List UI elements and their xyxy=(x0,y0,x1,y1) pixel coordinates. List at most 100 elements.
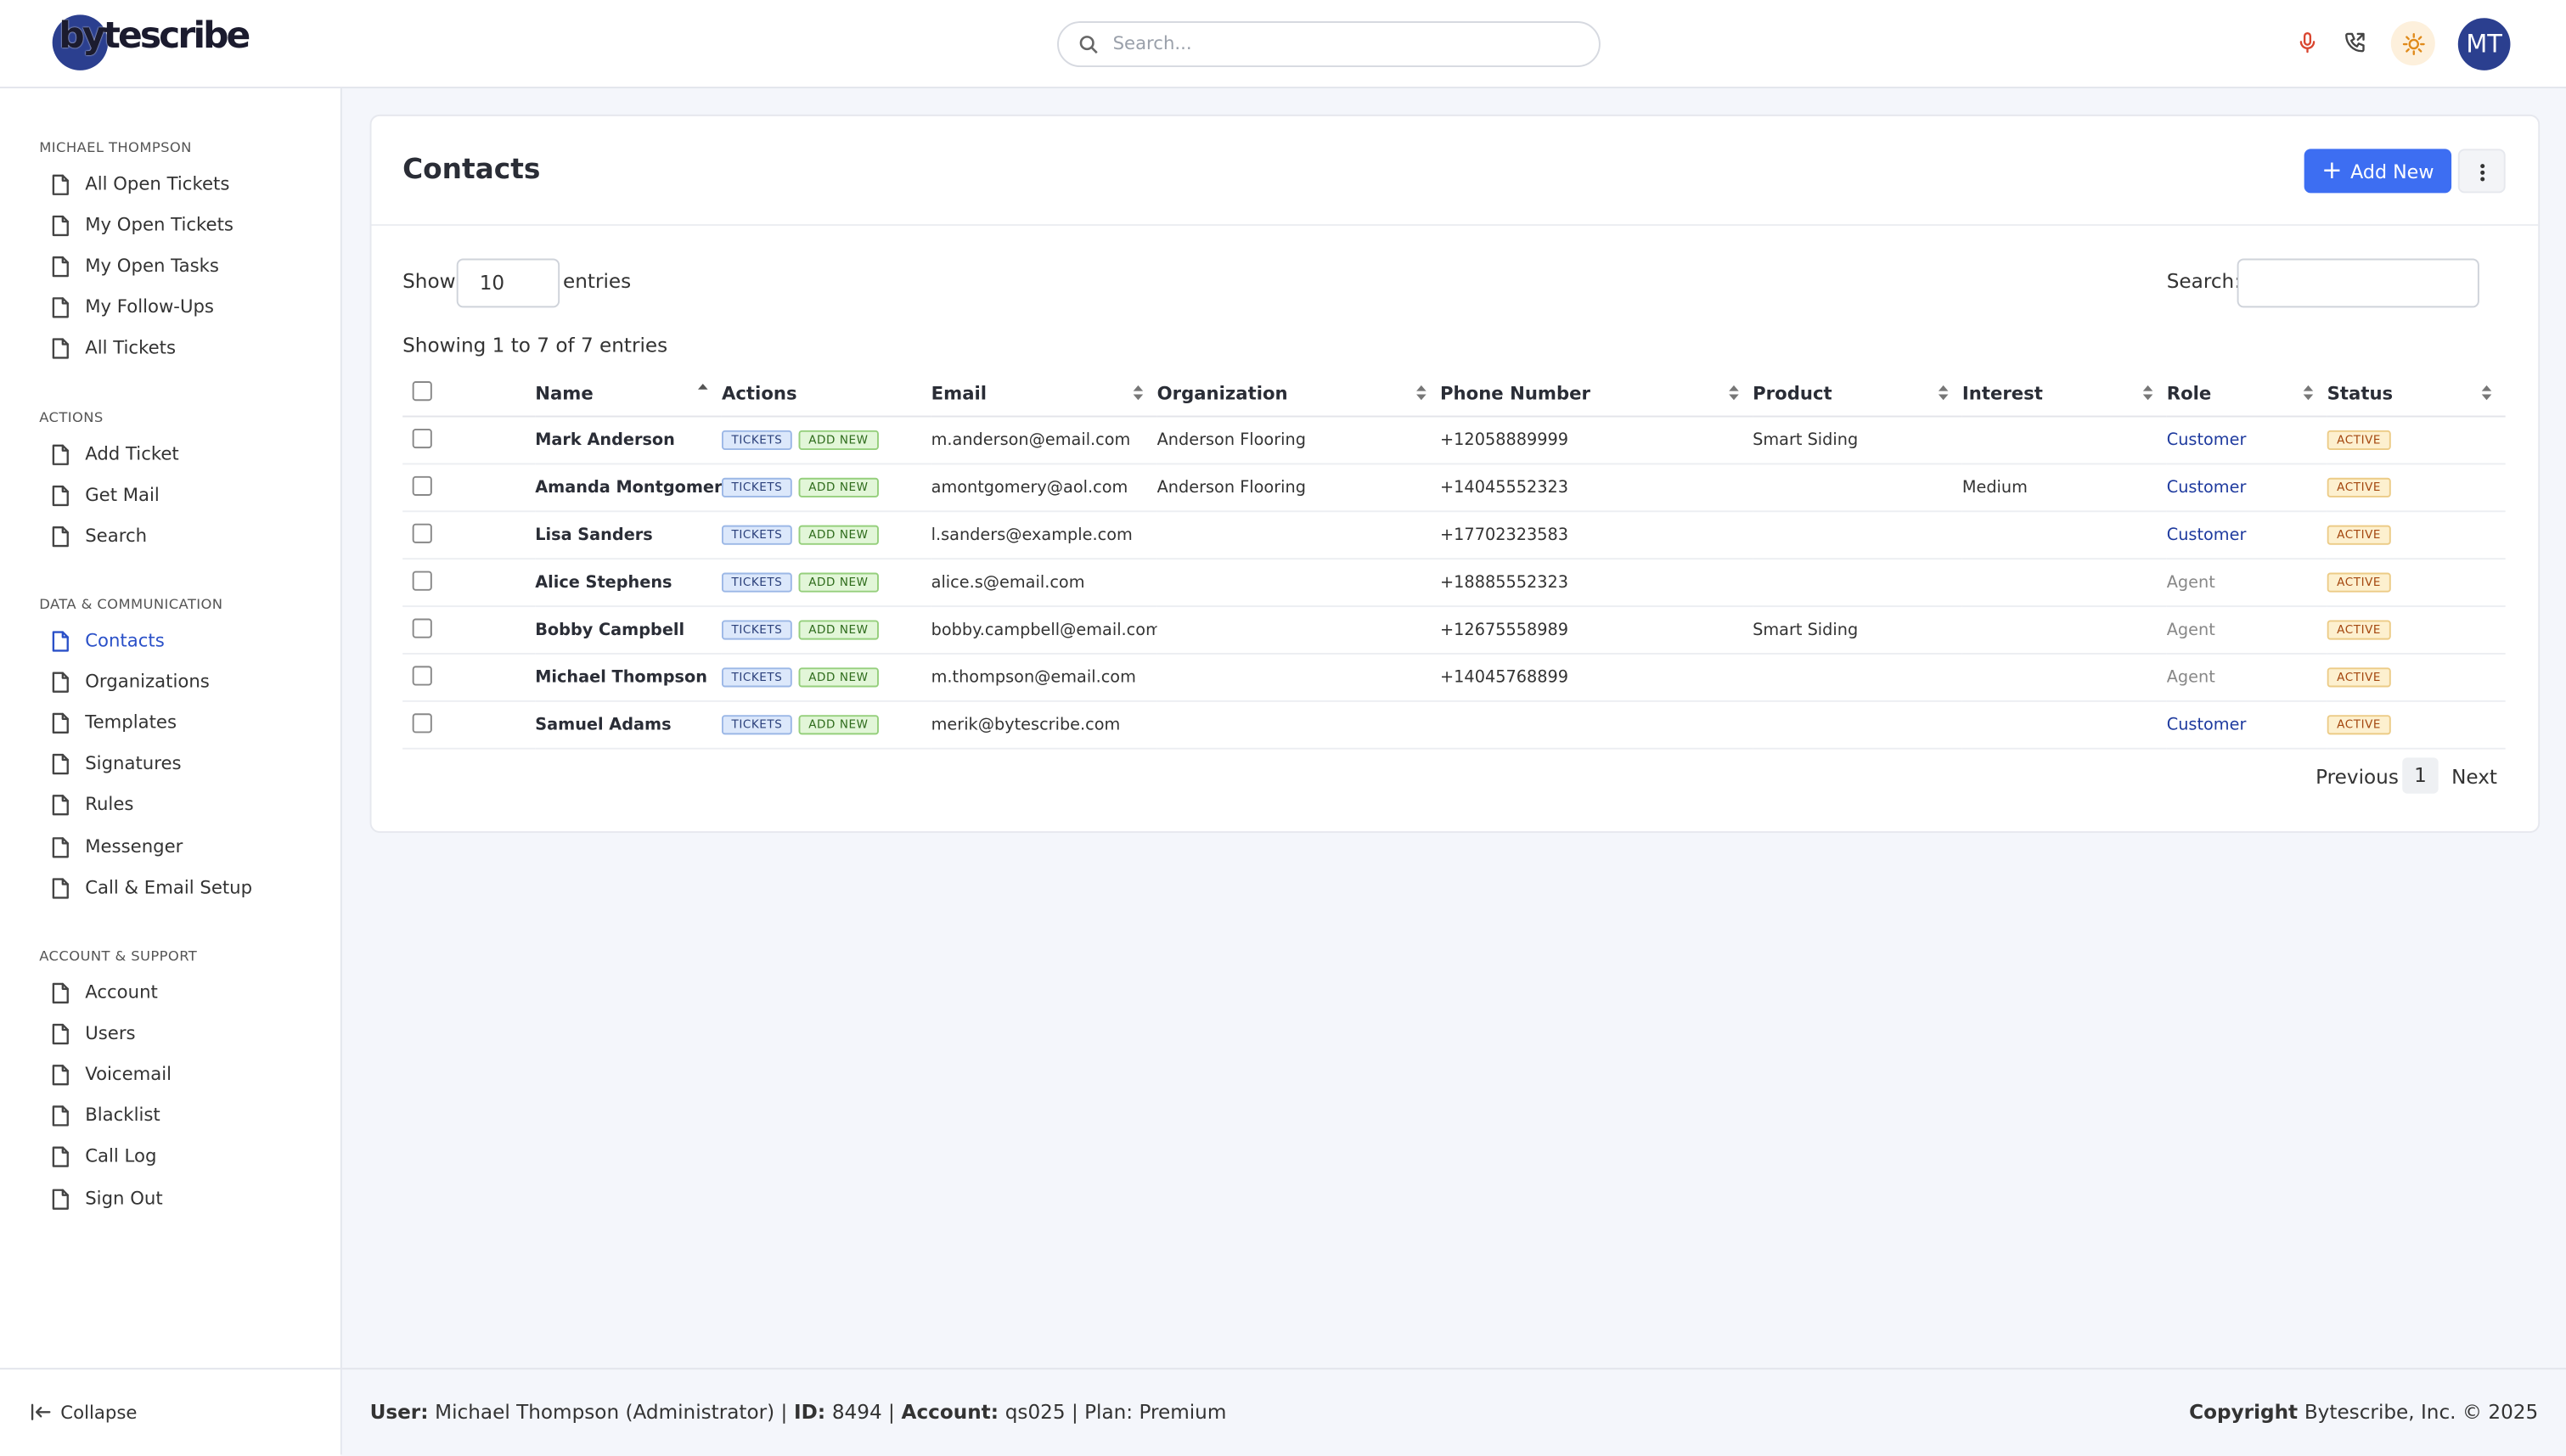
table-body: Mark Anderson TICKETS ADD NEW m.anderson@em… xyxy=(402,416,2506,750)
role-label: Customer xyxy=(2166,526,2247,544)
action-badge[interactable]: ADD NEW xyxy=(798,525,879,545)
footer-text: Michael Thompson (Administrator) | xyxy=(435,1400,788,1424)
add-new-button[interactable]: + Add New xyxy=(2304,149,2452,194)
status-cell: ACTIVE xyxy=(2327,700,2506,750)
status-cell: ACTIVE xyxy=(2327,606,2506,655)
sidebar-footer: Collapse xyxy=(0,1368,340,1456)
role-label: Customer xyxy=(2166,716,2247,734)
checkbox[interactable] xyxy=(412,380,432,401)
action-badge[interactable]: ADD NEW xyxy=(798,620,879,640)
email-cell: bobby.campbell@email.com xyxy=(931,606,1157,655)
footer-info: User: Michael Thompson (Administrator) | I… xyxy=(370,1401,1234,1424)
action-badge[interactable]: TICKETS xyxy=(721,430,792,451)
column-header[interactable]: Name xyxy=(535,369,722,418)
nav-label: My Follow-Ups xyxy=(85,296,214,318)
actions-cell: TICKETS ADD NEW xyxy=(721,511,931,560)
status-cell: ACTIVE xyxy=(2327,464,2506,513)
column-label: Actions xyxy=(721,382,797,404)
footer-text: Account: xyxy=(901,1400,999,1424)
action-badge[interactable]: TICKETS xyxy=(721,620,792,640)
action-badge[interactable]: TICKETS xyxy=(721,715,792,735)
entries-select[interactable]: 10 xyxy=(456,258,560,308)
action-badge[interactable]: TICKETS xyxy=(721,572,792,593)
interest-cell xyxy=(1961,700,2167,750)
email: l.sanders@example.com xyxy=(931,526,1133,544)
column-header[interactable]: Phone Number xyxy=(1440,369,1753,418)
more-button[interactable] xyxy=(2457,149,2506,194)
section-title: ACCOUNT & SUPPORT xyxy=(39,948,198,966)
call-button[interactable] xyxy=(2344,31,2366,59)
email-cell: m.anderson@email.com xyxy=(931,416,1157,465)
interest-cell: Medium xyxy=(1961,464,2167,513)
contact-row: Mark Anderson TICKETS ADD NEW m.anderson@em… xyxy=(402,416,2506,465)
action-badge[interactable]: TICKETS xyxy=(721,667,792,688)
row-select xyxy=(402,464,536,513)
previous-button[interactable]: Previous xyxy=(2316,765,2399,789)
column-label: Interest xyxy=(1961,382,2043,404)
footer: User: Michael Thompson (Administrator) | I… xyxy=(341,1368,2566,1456)
column-header[interactable]: Email xyxy=(931,369,1157,418)
entries-label: entries xyxy=(562,270,632,293)
checkbox[interactable] xyxy=(412,712,432,733)
section-title: ACTIONS xyxy=(39,410,104,428)
status-badge: ACTIVE xyxy=(2327,715,2391,735)
collapse-button[interactable]: Collapse xyxy=(30,1401,137,1429)
email: alice.s@email.com xyxy=(931,573,1085,592)
column-header[interactable]: Product xyxy=(1753,369,1962,418)
checkbox[interactable] xyxy=(412,570,432,590)
column-header[interactable]: Organization xyxy=(1156,369,1441,418)
interest-cell xyxy=(1961,606,2167,655)
product-cell xyxy=(1753,653,1962,702)
theme-toggle[interactable] xyxy=(2390,21,2435,66)
nav-label: Search xyxy=(85,526,148,548)
actions-cell: TICKETS ADD NEW xyxy=(721,559,931,608)
email-cell: m.thompson@email.com xyxy=(931,653,1157,702)
action-badge[interactable]: ADD NEW xyxy=(798,572,879,593)
nav-label: Get Mail xyxy=(85,484,160,506)
search-box[interactable]: Search... xyxy=(1057,21,1601,68)
checkbox[interactable] xyxy=(412,427,432,448)
column-header[interactable]: Status xyxy=(2327,369,2506,418)
select-all xyxy=(402,369,536,418)
page-button[interactable]: 1 xyxy=(2402,757,2439,794)
checkbox[interactable] xyxy=(412,617,432,638)
contact-row: Michael Thompson TICKETS ADD NEW m.thompson… xyxy=(402,653,2506,702)
status-badge: ACTIVE xyxy=(2327,525,2391,545)
checkbox[interactable] xyxy=(412,475,432,496)
name: Amanda Montgomery xyxy=(535,478,722,497)
action-badge[interactable]: ADD NEW xyxy=(798,715,879,735)
organization: Anderson Flooring xyxy=(1156,430,1306,450)
status-cell: ACTIVE xyxy=(2327,653,2506,702)
mic-button[interactable] xyxy=(2296,31,2319,59)
nav-label: All Open Tickets xyxy=(85,173,230,195)
column-header[interactable]: Role xyxy=(2166,369,2327,418)
show-label: Show xyxy=(402,270,456,293)
avatar[interactable]: MT xyxy=(2457,18,2511,70)
column-header[interactable]: Interest xyxy=(1961,369,2167,418)
footer-text: Copyright xyxy=(2189,1400,2299,1424)
nav-label: Contacts xyxy=(85,630,165,652)
contact-row: Alice Stephens TICKETS ADD NEW alice.s@emai… xyxy=(402,559,2506,608)
row-select xyxy=(402,700,536,750)
row-select xyxy=(402,653,536,702)
organization-cell: Anderson Flooring xyxy=(1156,416,1441,465)
action-badge[interactable]: ADD NEW xyxy=(798,477,879,498)
organization-cell xyxy=(1156,653,1441,702)
checkbox[interactable] xyxy=(412,665,432,685)
row-select xyxy=(402,606,536,655)
action-badge[interactable]: TICKETS xyxy=(721,477,792,498)
action-badge[interactable]: TICKETS xyxy=(721,525,792,545)
action-badge[interactable]: ADD NEW xyxy=(798,430,879,451)
action-badge[interactable]: ADD NEW xyxy=(798,667,879,688)
checkbox[interactable] xyxy=(412,522,432,542)
nav-label: Users xyxy=(85,1022,136,1044)
name-cell: Samuel Adams xyxy=(535,700,722,750)
next-button[interactable]: Next xyxy=(2451,765,2497,789)
role-cell: Customer xyxy=(2166,464,2327,513)
nav-label: Organizations xyxy=(85,671,210,693)
name-cell: Michael Thompson xyxy=(535,653,722,702)
role-label: Agent xyxy=(2166,668,2215,687)
phone: +17702323583 xyxy=(1440,526,1569,544)
table-search-input[interactable] xyxy=(2237,258,2479,308)
